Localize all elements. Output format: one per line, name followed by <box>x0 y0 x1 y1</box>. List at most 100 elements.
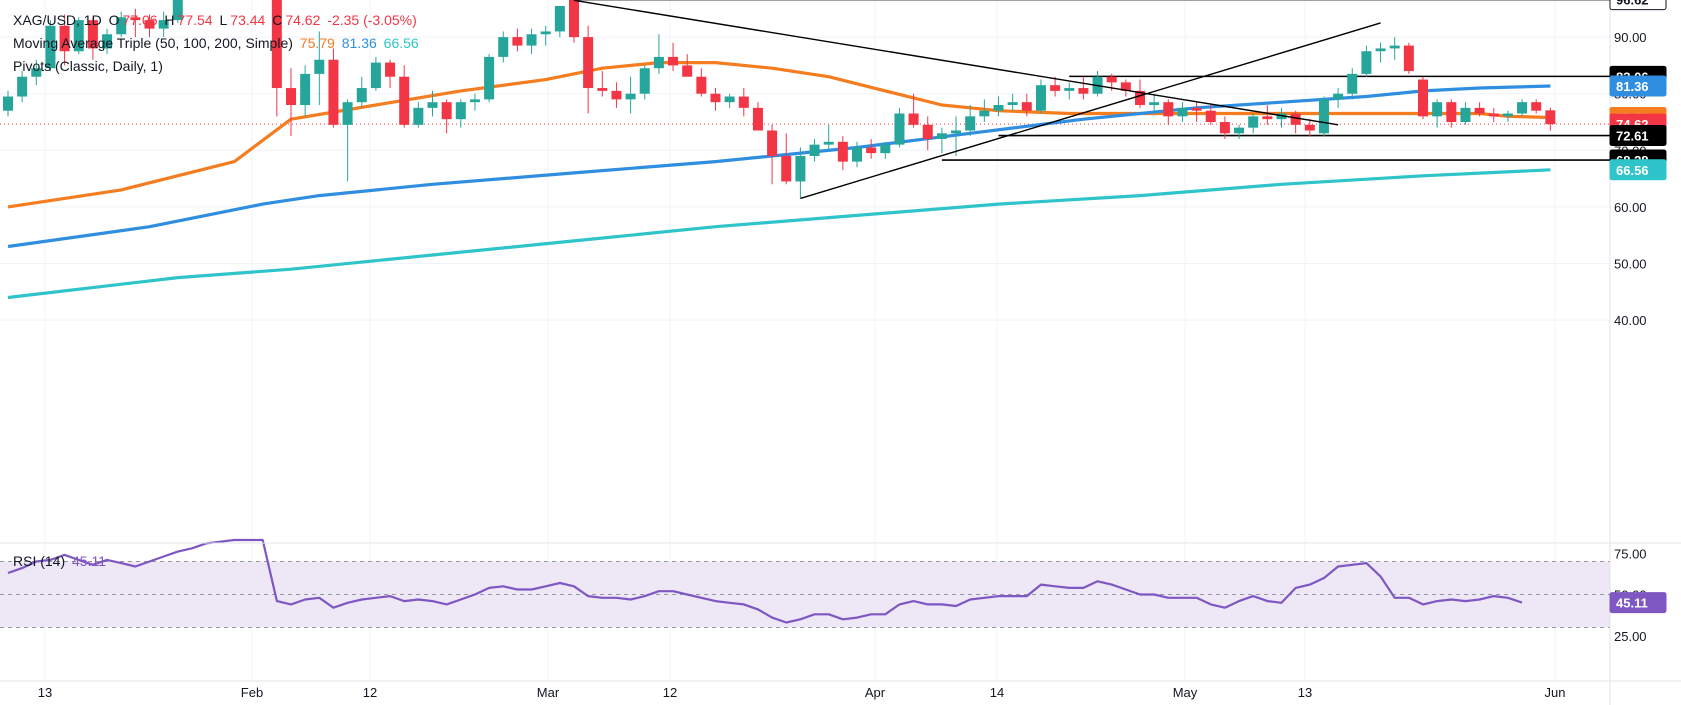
candle <box>498 31 509 63</box>
candle <box>611 82 622 108</box>
candle <box>1545 107 1556 131</box>
candle-body <box>328 59 339 125</box>
candle-body <box>951 130 962 134</box>
candle-body <box>880 144 891 154</box>
candle-body <box>59 25 70 52</box>
candle <box>31 59 42 86</box>
candle-body <box>31 68 42 77</box>
candle <box>1092 71 1103 97</box>
candle <box>866 138 877 159</box>
candle <box>696 68 707 97</box>
candle <box>399 65 410 128</box>
candle-body <box>979 110 990 117</box>
candle-body <box>852 147 862 162</box>
candle-body <box>1205 110 1216 122</box>
candle-body <box>682 65 693 77</box>
candle-body <box>1135 90 1145 106</box>
legend-ma100: 81.36 <box>341 35 377 51</box>
time-tick-label: Mar <box>537 685 560 700</box>
candle-body <box>144 20 155 29</box>
candle <box>1304 119 1315 137</box>
price-tick-label: 40.00 <box>1614 313 1647 328</box>
candle-body <box>1347 73 1358 94</box>
candle <box>342 99 353 182</box>
candle <box>710 88 721 111</box>
time-tick-label: Jun <box>1545 685 1566 700</box>
legend-row-ma: Moving Average Triple (50, 100, 200, Sim… <box>13 33 422 54</box>
price-tag-text: 96.62 <box>1616 0 1649 8</box>
candle-body <box>441 102 452 120</box>
candle-body <box>498 37 509 57</box>
candle-body <box>752 107 763 131</box>
legend-pivots-title: Pivots (Classic, Daily, 1) <box>13 58 163 74</box>
candle-body <box>1531 102 1542 111</box>
candle-body <box>569 0 579 38</box>
candle-body <box>1219 122 1230 134</box>
candle <box>837 136 848 171</box>
price-tick-label: 60.00 <box>1614 200 1647 215</box>
candle-body <box>625 93 636 100</box>
candle <box>158 11 169 38</box>
candle <box>87 17 98 60</box>
candle-body <box>1191 107 1202 111</box>
candle-body <box>300 73 311 106</box>
legend-ma-title: Moving Average Triple (50, 100, 200, Sim… <box>13 35 293 51</box>
candle-body <box>484 56 495 100</box>
candle <box>73 17 84 55</box>
candle <box>767 124 778 185</box>
price-tag: 66.56 <box>1609 159 1667 181</box>
candle <box>1177 102 1188 122</box>
price-tag-text: 66.56 <box>1616 163 1649 178</box>
candle <box>385 59 396 89</box>
candle <box>1050 76 1061 97</box>
price-tag-box <box>1609 125 1667 147</box>
candle-body <box>1474 107 1485 114</box>
candle <box>469 93 480 111</box>
legend-open-value: 77.06 <box>122 12 158 28</box>
candle <box>1418 76 1428 120</box>
price-tag-text: 81.36 <box>1616 79 1649 94</box>
candle-body <box>427 102 438 108</box>
candle <box>668 42 679 72</box>
moving-average-line <box>7 84 1551 249</box>
candle <box>1333 88 1344 108</box>
candle <box>1205 105 1216 125</box>
candle-body <box>1333 93 1344 100</box>
candle-body <box>1403 45 1414 72</box>
candle <box>738 88 749 117</box>
candle <box>116 11 127 38</box>
price-tag: 72.61 <box>1609 125 1667 147</box>
price-tag-box <box>1609 0 1667 11</box>
candle-body <box>399 76 410 125</box>
candle-body <box>611 90 622 100</box>
candle-body <box>73 20 84 52</box>
candle-body <box>781 155 792 182</box>
time-tick-label: 12 <box>363 685 377 700</box>
candle-body <box>554 5 565 32</box>
candle-body <box>1050 85 1061 91</box>
candle-body <box>286 88 296 106</box>
legend-high-label: H <box>164 12 175 28</box>
candle-body <box>1304 124 1315 131</box>
candle <box>1446 99 1457 128</box>
candle-body <box>922 124 933 139</box>
candle <box>1432 99 1443 128</box>
candle-body <box>866 147 877 154</box>
candle <box>1474 102 1485 117</box>
candle <box>880 141 891 159</box>
candle-body <box>3 96 13 111</box>
candle-body <box>936 133 947 139</box>
legend-close-value: 74.62 <box>285 12 321 28</box>
candle <box>1460 102 1471 125</box>
candle-body <box>1007 102 1018 106</box>
time-tick-label: Apr <box>865 685 886 700</box>
candle-body <box>314 59 325 74</box>
candle <box>512 28 523 52</box>
moving-average-line <box>7 168 1551 300</box>
candle <box>413 102 424 128</box>
candle <box>922 116 933 151</box>
time-tick-label: 12 <box>663 685 677 700</box>
candle <box>271 0 282 117</box>
legend-open: O 77.06 <box>109 12 158 28</box>
candle-body <box>1064 88 1075 91</box>
